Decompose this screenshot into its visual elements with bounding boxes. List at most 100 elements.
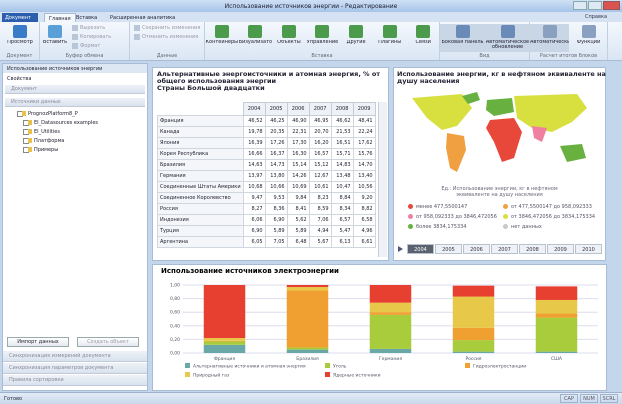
cell: 12,67 xyxy=(308,170,332,182)
button-label: Автоматическое обновление xyxy=(485,40,530,50)
ribbon-button[interactable]: Объекты xyxy=(272,24,306,52)
south-asia xyxy=(532,126,547,142)
button-label: Вырезать xyxy=(80,25,106,31)
legend-swatch xyxy=(325,372,330,377)
legend-label: от 3846,472056 до 3834,175334 xyxy=(511,214,596,220)
x-tick-label: Германия xyxy=(379,356,402,362)
column-header: 2006 xyxy=(286,102,310,116)
legend-swatch xyxy=(185,372,190,377)
row-header: Канада xyxy=(157,126,244,138)
tree-item[interactable]: Примеры xyxy=(23,147,58,153)
ribbon-tab[interactable]: Расширенная аналитика xyxy=(110,15,176,21)
icon xyxy=(581,25,596,38)
timeline-year[interactable]: 2008 xyxy=(519,244,546,254)
timeline-year[interactable]: 2005 xyxy=(435,244,462,254)
europe xyxy=(486,98,514,116)
collapsed-section[interactable]: Синхронизация параметров документа xyxy=(3,363,147,374)
ribbon-button-small[interactable]: Формат xyxy=(72,43,100,49)
ribbon-button[interactable]: Связи xyxy=(406,24,440,52)
bar-segment xyxy=(535,351,578,353)
panel-button[interactable]: Импорт данных xyxy=(7,337,69,347)
tab-row: Документ Справка Главная Вставка Расширенн… xyxy=(0,12,622,22)
ribbon-button[interactable]: Функции xyxy=(569,24,608,52)
title-line: душу населения xyxy=(397,77,460,85)
cell: 14,26 xyxy=(286,170,310,182)
close[interactable] xyxy=(603,1,620,10)
cell: 10,69 xyxy=(286,181,310,193)
chart-title: Использование источников электроэнергии xyxy=(161,267,339,275)
row-header: Соединенные Штаты Америки xyxy=(157,181,244,193)
scrollbar xyxy=(378,102,387,257)
panel-button[interactable]: Создать объект xyxy=(77,337,139,347)
cell: 46,95 xyxy=(308,115,332,127)
cell: 16,66 xyxy=(242,148,266,160)
tree-label: EI_Datasources examples xyxy=(34,120,98,126)
tree-item[interactable]: Платформа xyxy=(23,138,64,144)
bar-segment xyxy=(369,348,412,353)
cell: 14,70 xyxy=(352,159,376,171)
cell: 22,31 xyxy=(286,126,310,138)
table-row: Франция 46,52 46,25 46,90 46,95 46,62 48,41 xyxy=(157,115,376,127)
timeline-year[interactable]: 2006 xyxy=(463,244,490,254)
tree-item[interactable]: EI_Utilities xyxy=(23,129,60,135)
ribbon-button[interactable]: Другие xyxy=(339,24,373,52)
legend-unit: Ед.: Использование энергии, кг в нефтяно… xyxy=(441,186,558,198)
document-menu[interactable]: Документ xyxy=(2,13,38,22)
ribbon-button-small[interactable]: Вырезать xyxy=(72,25,105,31)
timeline-year[interactable]: 2004 xyxy=(407,244,434,254)
ribbon-button-small[interactable]: Копировать xyxy=(72,34,111,40)
collapsed-section[interactable]: Синхронизация измерений документа xyxy=(3,351,147,362)
ribbon-button[interactable]: Вставить xyxy=(40,24,70,52)
section-header[interactable]: Источники данных xyxy=(5,98,145,107)
ribbon-tab[interactable]: Вставка xyxy=(76,15,98,21)
bar-segment xyxy=(203,341,246,345)
bar-segment xyxy=(535,299,578,314)
maximize[interactable] xyxy=(588,1,602,10)
ribbon-button[interactable]: Просмотр xyxy=(0,24,40,52)
legend-label: Природный газ xyxy=(193,372,230,379)
column-header: 2005 xyxy=(264,102,288,116)
cell: 20,35 xyxy=(264,126,288,138)
timeline-year[interactable]: 2009 xyxy=(547,244,574,254)
ribbon-button-small[interactable]: Отменить изменения xyxy=(134,34,198,40)
cell: 6,90 xyxy=(242,225,266,237)
tree-label: Примеры xyxy=(34,147,59,153)
collapsed-section[interactable]: Правила сортировки xyxy=(3,375,147,386)
ribbon-button[interactable]: Контейнеры xyxy=(205,24,239,52)
ribbon-button-small[interactable]: Сохранить изменения xyxy=(134,25,200,31)
icon xyxy=(214,25,229,38)
icon xyxy=(315,25,330,38)
group-label: Документ xyxy=(6,53,33,59)
help[interactable]: Справка xyxy=(585,14,608,20)
status-indicator: NUM xyxy=(580,394,598,403)
bar-segment xyxy=(369,312,412,315)
ribbon-tab[interactable]: Главная xyxy=(44,13,76,22)
title-line: Страны Большой двадцатки xyxy=(157,84,265,92)
button-label: Другие xyxy=(346,40,366,45)
ribbon-button[interactable]: Боковая панель xyxy=(440,24,485,52)
cell: 7,05 xyxy=(264,236,288,248)
ribbon-button[interactable]: Визуализаторы xyxy=(239,24,272,52)
timeline-year[interactable]: 2007 xyxy=(491,244,518,254)
timeline-year[interactable]: 2010 xyxy=(575,244,602,254)
section-header[interactable]: Документ xyxy=(5,85,145,94)
icon xyxy=(542,25,557,38)
tree-label: PrognozPlatform8_P xyxy=(28,111,78,117)
ribbon-button[interactable]: Управление xyxy=(306,24,340,52)
cell: 6,90 xyxy=(264,214,288,226)
button-label: Боковая панель xyxy=(441,40,484,45)
table-row: Германия 13,97 13,80 14,26 12,67 13,48 13,40 xyxy=(157,170,376,182)
ribbon-button[interactable]: Автоматически xyxy=(530,24,569,52)
tree-item[interactable]: PrognozPlatform8_P xyxy=(17,111,78,117)
legend-item: от 3846,472056 до 3834,175334 xyxy=(503,214,595,220)
minimize[interactable] xyxy=(573,1,587,10)
cell: 5,62 xyxy=(286,214,310,226)
ribbon-button[interactable]: Плагины xyxy=(373,24,407,52)
ribbon-button[interactable]: Автоматическое обновление xyxy=(485,24,530,52)
legend-label: Гидроэлектростанции xyxy=(473,364,526,370)
tree-item[interactable]: EI_Datasources examples xyxy=(23,120,98,126)
play-button[interactable] xyxy=(398,246,403,252)
legend-label: Ядерные источники xyxy=(333,373,381,379)
title-line: Альтернативные энергоисточники и атомная… xyxy=(157,70,381,78)
button-label: Формат xyxy=(80,43,101,49)
